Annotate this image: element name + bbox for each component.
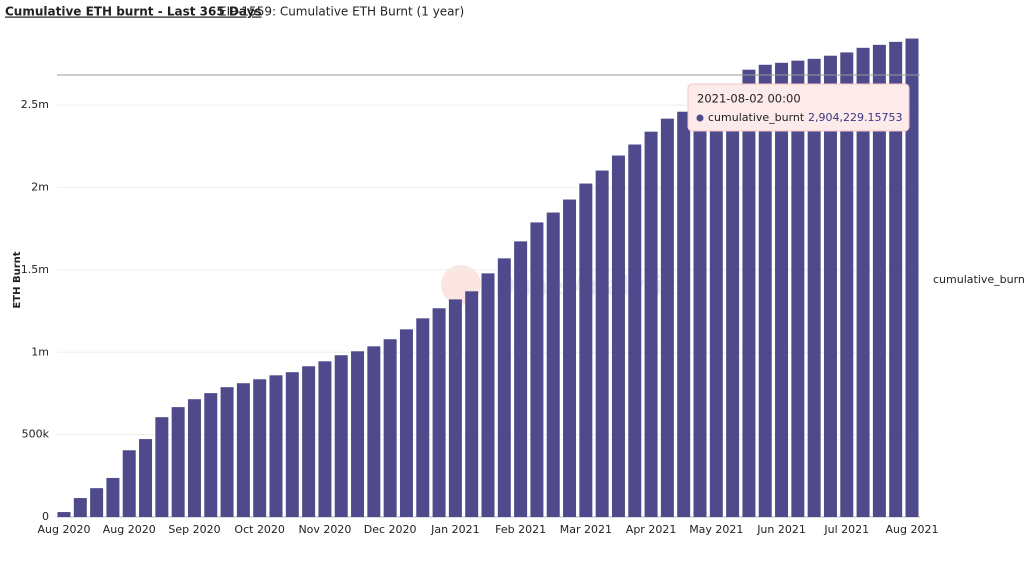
bar (726, 83, 740, 518)
bar (220, 387, 234, 517)
y-tick-label: 2m (31, 181, 49, 194)
bar (889, 41, 903, 517)
tooltip-title: 2021-08-02 00:00 (697, 92, 801, 106)
bar (399, 329, 413, 517)
bar (807, 58, 821, 517)
bar (204, 393, 218, 517)
bar (351, 351, 365, 517)
y-tick-label: 500k (22, 428, 50, 441)
tooltip-dot (696, 114, 704, 122)
y-axis-label: ETH Burnt (12, 251, 23, 308)
bar (122, 450, 136, 517)
x-tick-label: Sep 2020 (168, 523, 220, 536)
legend-label: cumulative_burnt (933, 273, 1024, 286)
x-tick-label: Aug 2020 (38, 523, 91, 536)
x-tick-label: Dec 2020 (364, 523, 417, 536)
tooltip-series: cumulative_burnt (708, 111, 805, 124)
x-tick-label: May 2021 (689, 523, 743, 536)
bar (187, 399, 201, 517)
tooltip-box (687, 83, 910, 132)
bar (236, 383, 250, 517)
bar (155, 417, 169, 517)
bar (432, 308, 446, 517)
y-tick-label: 1.5m (21, 263, 49, 276)
bar (416, 318, 430, 517)
chart-subtitle: EIP-1559: Cumulative ETH Burnt (1 year) (219, 5, 464, 19)
y-tick-label: 0 (42, 510, 49, 523)
bar (448, 299, 462, 517)
watermark: Dune Analytics (495, 272, 690, 302)
bar (628, 144, 642, 517)
bar (872, 44, 886, 517)
tooltip-value: 2,904,229.15753 (808, 111, 902, 124)
bar (595, 170, 609, 517)
bar (269, 375, 283, 517)
bar (514, 241, 528, 517)
bar (611, 155, 625, 517)
bar (106, 477, 120, 517)
bar (90, 488, 104, 517)
bar (709, 94, 723, 518)
bar (905, 38, 919, 517)
bar (497, 258, 511, 517)
bar (579, 183, 593, 518)
bar (57, 512, 71, 517)
bar (171, 407, 185, 517)
tooltip: 2021-08-02 00:00 cumulative_burnt 2,904,22… (687, 83, 910, 132)
x-tick-label: Aug 2021 (886, 523, 939, 536)
bar (660, 118, 674, 517)
bar (318, 361, 332, 517)
chart-title[interactable]: Cumulative ETH burnt - Last 365 Days (5, 5, 262, 19)
y-tick-label: 2.5m (21, 98, 49, 111)
bar (677, 111, 691, 517)
bar (285, 372, 299, 517)
x-tick-label: Aug 2020 (103, 523, 156, 536)
bar (840, 52, 854, 517)
x-tick-label: Apr 2021 (626, 523, 677, 536)
bar (139, 439, 153, 517)
bar (758, 64, 772, 517)
bar (253, 379, 267, 517)
x-tick-label: Jan 2021 (430, 523, 479, 536)
x-tick-label: Jul 2021 (823, 523, 869, 536)
bar (73, 498, 87, 517)
bar (481, 273, 495, 517)
bar (856, 47, 870, 517)
bar (742, 69, 756, 517)
bar (563, 199, 577, 517)
bar (383, 339, 397, 517)
bar (546, 212, 560, 517)
bar (644, 131, 658, 517)
bar (791, 60, 805, 517)
bar (530, 222, 544, 517)
x-tick-label: Jun 2021 (756, 523, 806, 536)
x-tick-label: Mar 2021 (560, 523, 612, 536)
bar (302, 366, 316, 517)
bar (465, 291, 479, 517)
x-tick-label: Nov 2020 (298, 523, 351, 536)
x-tick-label: Oct 2020 (234, 523, 285, 536)
bar (823, 55, 837, 518)
bar (334, 355, 348, 517)
y-tick-label: 1m (31, 345, 49, 358)
x-tick-label: Feb 2021 (495, 523, 546, 536)
bar (775, 62, 789, 518)
bar (367, 346, 381, 517)
bar (693, 102, 707, 518)
